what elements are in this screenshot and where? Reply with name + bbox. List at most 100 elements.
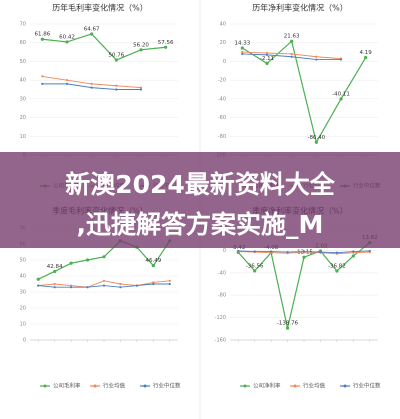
y-tick-label: -60 bbox=[218, 115, 226, 121]
value-label: -36.82 bbox=[328, 264, 346, 270]
point bbox=[168, 279, 171, 282]
y-tick-label: -80 bbox=[218, 293, 226, 299]
legend-dot bbox=[143, 384, 147, 388]
point bbox=[241, 52, 244, 56]
legend-label: 行业中位数 bbox=[353, 382, 381, 390]
point bbox=[40, 37, 44, 41]
y-tick-label: 40 bbox=[220, 22, 226, 28]
point bbox=[65, 40, 69, 44]
point bbox=[41, 75, 44, 78]
point bbox=[335, 269, 339, 273]
point bbox=[240, 46, 244, 50]
point bbox=[285, 326, 290, 330]
point bbox=[152, 281, 155, 284]
y-tick-label: 40 bbox=[20, 274, 26, 280]
value-label: -86.40 bbox=[307, 135, 325, 141]
value-label: 50.76 bbox=[108, 53, 124, 59]
point bbox=[339, 58, 343, 61]
value-label: 60.42 bbox=[59, 34, 75, 40]
series-line bbox=[42, 33, 166, 61]
y-tick-label: 0 bbox=[223, 248, 226, 254]
legend-dot bbox=[293, 384, 297, 388]
y-tick-label: 30 bbox=[20, 290, 26, 296]
y-tick-label: -120 bbox=[215, 315, 226, 321]
value-label: -40.11 bbox=[332, 91, 350, 97]
point bbox=[70, 284, 73, 287]
point bbox=[352, 250, 355, 253]
point bbox=[70, 286, 73, 289]
value-label: -138.76 bbox=[277, 321, 299, 327]
point bbox=[36, 277, 40, 281]
point bbox=[115, 84, 118, 87]
legend-dot bbox=[343, 384, 347, 388]
point bbox=[315, 55, 318, 58]
y-tick-label: 60 bbox=[20, 40, 26, 46]
point bbox=[65, 79, 69, 82]
value-label: 4.19 bbox=[360, 50, 373, 56]
legend-dot bbox=[93, 384, 97, 388]
point bbox=[168, 282, 171, 286]
y-tick-label: 50 bbox=[20, 59, 26, 65]
value-label: -2.11 bbox=[260, 56, 274, 62]
point bbox=[90, 32, 94, 36]
point bbox=[119, 282, 122, 286]
point bbox=[90, 82, 93, 85]
point bbox=[364, 55, 368, 60]
y-tick-label: 10 bbox=[20, 134, 26, 140]
point bbox=[53, 282, 56, 286]
point bbox=[114, 58, 118, 62]
y-tick-label: 30 bbox=[20, 96, 26, 102]
point bbox=[265, 61, 269, 66]
point bbox=[286, 250, 289, 254]
value-label: 46.49 bbox=[145, 258, 161, 264]
point bbox=[85, 258, 90, 262]
point bbox=[339, 97, 343, 101]
y-tick-label: -160 bbox=[215, 338, 226, 344]
point bbox=[139, 88, 143, 91]
point bbox=[315, 58, 318, 61]
y-tick-label: -40 bbox=[218, 270, 226, 276]
point bbox=[290, 55, 293, 58]
point bbox=[53, 286, 56, 289]
point bbox=[351, 254, 355, 258]
y-tick-label: 20 bbox=[20, 306, 26, 312]
series-line bbox=[42, 75, 142, 89]
y-tick-label: 20 bbox=[20, 115, 26, 121]
point bbox=[314, 140, 318, 144]
point bbox=[37, 284, 40, 287]
chart-title: 历年毛利率变化情况（%） bbox=[52, 3, 148, 13]
point bbox=[335, 251, 338, 254]
value-label: 64.67 bbox=[84, 26, 100, 32]
point bbox=[151, 264, 155, 268]
y-tick-label: 40 bbox=[20, 78, 26, 84]
point bbox=[270, 250, 273, 253]
point bbox=[290, 52, 293, 56]
banner-line: 新澳2024最新资料大全 bbox=[65, 170, 336, 199]
legend-dot bbox=[43, 384, 47, 388]
point bbox=[102, 279, 106, 282]
y-tick-label: 0 bbox=[23, 338, 26, 344]
value-label: -36.56 bbox=[246, 263, 264, 269]
y-tick-label: -40 bbox=[218, 96, 226, 102]
value-label: 42.84 bbox=[47, 264, 63, 270]
point bbox=[152, 282, 155, 286]
point bbox=[290, 39, 294, 43]
legend-label: 行业中位数 bbox=[153, 382, 181, 390]
point bbox=[139, 48, 143, 52]
point bbox=[65, 82, 69, 85]
series-line bbox=[242, 40, 367, 144]
point bbox=[102, 284, 106, 287]
point bbox=[237, 249, 240, 253]
point bbox=[119, 286, 122, 289]
point bbox=[302, 250, 306, 253]
point bbox=[302, 255, 306, 259]
value-label: 21.63 bbox=[284, 34, 300, 40]
value-label: 61.86 bbox=[34, 32, 50, 38]
value-label: -4.08 bbox=[264, 245, 279, 251]
y-tick-label: -80 bbox=[218, 134, 226, 140]
legend-label: 公司净利率 bbox=[253, 382, 281, 390]
point bbox=[253, 250, 256, 253]
point bbox=[115, 88, 118, 91]
value-label: 57.56 bbox=[158, 40, 174, 46]
